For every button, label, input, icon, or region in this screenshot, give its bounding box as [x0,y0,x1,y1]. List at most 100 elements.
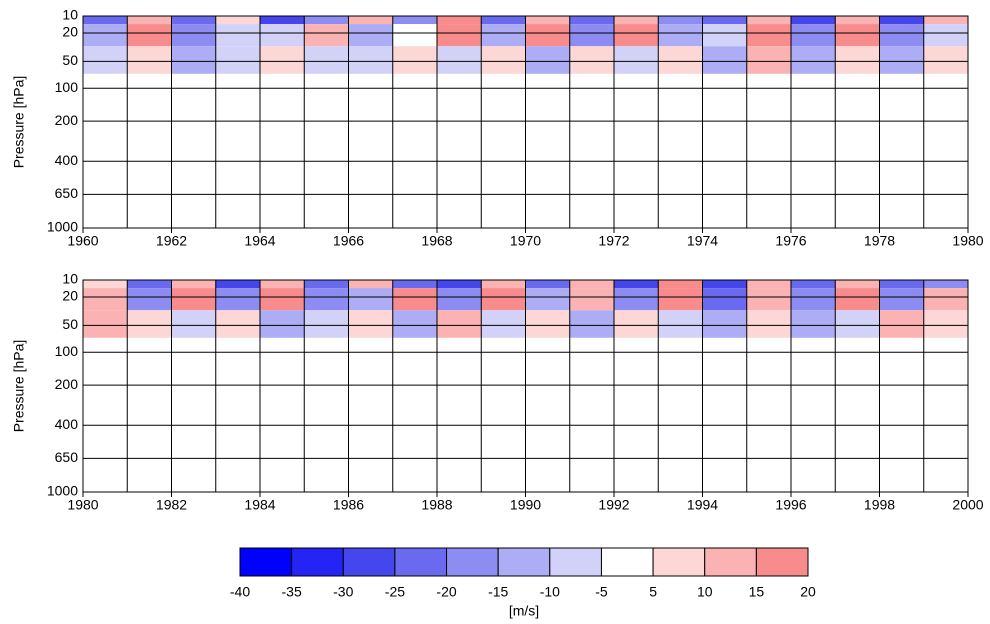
wind-cell [215,16,260,25]
wind-cell [437,16,482,25]
wind-cell [348,310,393,338]
colorbar-tick-label: -5 [595,584,608,600]
wind-cell [569,16,614,25]
wind-cell [215,24,260,47]
y-tick-label: 400 [55,416,79,432]
x-tick-label: 1970 [510,233,541,249]
wind-cell [171,16,216,25]
x-tick-label: 1982 [156,497,187,513]
wind-cell [304,16,349,25]
colorbar-tick-label: 10 [697,584,713,600]
wind-cell [746,280,791,289]
colorbar-tick-label: 20 [800,584,816,600]
wind-cell [835,24,880,47]
y-tick-label: 10 [62,7,78,23]
colorbar-tick-label: -40 [230,584,250,600]
x-tick-label: 1980 [67,497,98,513]
wind-cell [171,280,216,289]
colorbar-tick-label: -20 [436,584,456,600]
wind-cell [348,288,393,311]
y-axis-label: Pressure [hPa] [11,340,27,433]
wind-cell [791,288,836,311]
x-tick-label: 1988 [421,497,452,513]
y-tick-label: 200 [55,376,79,392]
wind-cell [348,46,393,74]
wind-cell [835,16,880,25]
wind-cell [83,288,128,311]
wind-cell [348,280,393,289]
wind-cell [260,16,305,25]
y-tick-label: 10 [62,271,78,287]
x-tick-label: 1998 [864,497,895,513]
x-tick-label: 1960 [67,233,98,249]
wind-cell [658,310,703,338]
wind-cell [215,310,260,338]
wind-cell [746,24,791,47]
wind-cell [83,46,128,74]
wind-cell [348,24,393,47]
wind-cell [879,310,924,338]
wind-cell [127,46,172,74]
x-tick-label: 1968 [421,233,452,249]
wind-cell [260,288,305,311]
wind-cell [614,288,659,311]
wind-cell [879,288,924,311]
colorbar-swatch [704,547,757,577]
colorbar-tick-label: -25 [385,584,405,600]
wind-cell [569,280,614,289]
wind-cell [127,310,172,338]
colorbar-label: [m/s] [509,603,539,619]
wind-cell [923,16,968,25]
wind-cell [702,280,747,289]
x-tick-label: 1978 [864,233,895,249]
colorbar-swatch [291,547,344,577]
wind-cell [658,24,703,47]
wind-cell [392,16,437,25]
wind-cell [835,46,880,74]
colorbar-tick-label: -10 [540,584,560,600]
wind-cell [702,16,747,25]
y-tick-label: 100 [55,79,79,95]
wind-cell [658,16,703,25]
colorbar-tick-label: -30 [333,584,353,600]
wind-cell [658,46,703,74]
x-tick-label: 1962 [156,233,187,249]
colorbar-tick-label: 15 [749,584,765,600]
wind-cell [614,310,659,338]
wind-cell [702,46,747,74]
wind-cell [923,280,968,289]
y-tick-label: 400 [55,152,79,168]
wind-cell [127,280,172,289]
wind-cell [171,310,216,338]
x-tick-label: 2000 [952,497,983,513]
wind-cell [835,288,880,311]
y-tick-label: 20 [62,24,78,40]
y-tick-label: 200 [55,112,79,128]
wind-cell [437,24,482,47]
wind-cell [437,310,482,338]
colorbar-swatch [755,547,809,577]
wind-cell [171,24,216,47]
wind-cell [525,16,570,25]
wind-cell [481,288,526,311]
x-tick-label: 1972 [598,233,629,249]
wind-cell [437,46,482,74]
wind-cell [260,310,305,338]
wind-cell [569,310,614,338]
y-tick-label: 650 [55,449,79,465]
wind-cell [791,46,836,74]
wind-cell [879,280,924,289]
colorbar-swatch [342,547,396,577]
wind-cell [83,24,128,47]
colorbar-swatch [497,547,551,577]
wind-cell [923,310,968,338]
wind-cell [304,24,349,47]
wind-cell [392,310,437,338]
wind-cell [127,16,172,25]
x-tick-label: 1966 [333,233,364,249]
wind-cell [746,16,791,25]
wind-cell [260,280,305,289]
y-tick-label: 1000 [47,483,78,499]
wind-cell [791,280,836,289]
wind-cell [348,16,393,25]
